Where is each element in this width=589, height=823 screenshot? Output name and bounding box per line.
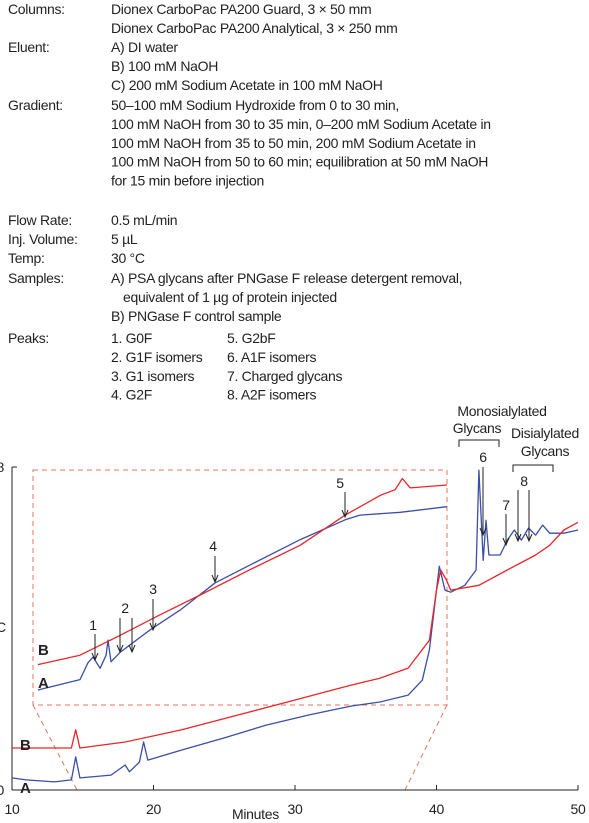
x-tick-label: 50 (571, 801, 586, 817)
peak-number: 4 (209, 538, 217, 554)
condition-value: for 15 min before injection (111, 173, 264, 189)
condition-value: B) PNGase F control sample (111, 308, 282, 324)
condition-value: 100 mM NaOH from 50 to 60 min; equilibra… (111, 154, 488, 170)
peak-number: 2 (121, 600, 129, 616)
x-tick-label: 10 (5, 801, 20, 817)
annotation: Glycans (521, 443, 570, 459)
arrow-head (149, 622, 157, 632)
x-axis-label: Minutes (232, 806, 279, 822)
peak-item: 3. G1 isomers (111, 368, 195, 384)
trace-label: A (38, 675, 49, 692)
annotation: Disialylated (511, 425, 579, 441)
y-axis-label: C (0, 619, 6, 635)
arrow-head (211, 574, 219, 584)
annotation: 8 (520, 473, 528, 489)
condition-value: B) 100 mM NaOH (111, 58, 218, 74)
x-tick-label: 20 (146, 801, 161, 817)
annotation: 7 (502, 497, 510, 513)
arrow-head (128, 644, 136, 654)
peak-number: 3 (149, 581, 157, 597)
condition-label: Columns: (8, 1, 65, 17)
condition-value: 100 mM NaOH from 35 to 50 min, 200 mM So… (111, 135, 476, 151)
arrow-head (514, 533, 522, 543)
annotation: 6 (479, 449, 487, 465)
condition-value: Dionex CarboPac PA200 Analytical, 3 × 25… (111, 20, 398, 36)
condition-value: C) 200 mM Sodium Acetate in 100 mM NaOH (111, 77, 383, 93)
x-tick-label: 30 (288, 801, 303, 817)
arrow-head (479, 527, 487, 537)
peaks-label: Peaks: (8, 330, 49, 346)
y-tick-label: 0 (0, 782, 5, 798)
peak-item: 7. Charged glycans (227, 368, 343, 384)
condition-value: 100 mM NaOH from 30 to 35 min, 0–200 mM … (111, 116, 491, 132)
trace-label: A (20, 780, 31, 797)
x-tick-label: 40 (429, 801, 444, 817)
y-tick-label: 8 (0, 459, 5, 475)
condition-value: A) DI water (111, 39, 178, 55)
condition-label: Samples: (8, 270, 64, 286)
condition-label: Gradient: (8, 97, 63, 113)
zoom-box (32, 469, 448, 706)
arrow-head (502, 537, 510, 547)
zoom-line (404, 704, 448, 791)
condition-label: Flow Rate: (8, 212, 72, 228)
trace-label: B (38, 642, 49, 659)
condition-value: 50–100 mM Sodium Hydroxide from 0 to 30 … (111, 97, 399, 113)
arrow-head (91, 652, 99, 662)
peak-number: 5 (336, 475, 344, 491)
arrow-head (116, 644, 124, 654)
peak-number: 1 (89, 617, 97, 633)
condition-value: Dionex CarboPac PA200 Guard, 3 × 50 mm (111, 1, 371, 17)
condition-label: Inj. Volume: (8, 231, 78, 247)
peak-item: 1. G0F (111, 330, 152, 346)
arrow-head (525, 533, 533, 543)
bracket (458, 439, 500, 447)
condition-value: equivalent of 1 µg of protein injected (123, 289, 337, 305)
peak-item: 8. A2F isomers (227, 387, 316, 403)
peak-item: 5. G2bF (227, 330, 275, 346)
peak-item: 2. G1F isomers (111, 349, 203, 365)
trace (12, 521, 579, 749)
arrow-head (341, 509, 349, 519)
bracket (512, 464, 554, 472)
trace-label: B (20, 737, 31, 754)
condition-value: 5 µL (111, 231, 138, 247)
condition-value: 0.5 mL/min (111, 212, 177, 228)
condition-label: Eluent: (8, 39, 50, 55)
condition-value: 30 °C (111, 250, 145, 266)
trace (37, 506, 448, 691)
condition-value: A) PSA glycans after PNGase F release de… (111, 270, 462, 286)
trace (37, 477, 448, 666)
annotation: Monosialylated (457, 403, 546, 419)
peak-item: 6. A1F isomers (227, 349, 316, 365)
peak-item: 4. G2F (111, 387, 152, 403)
annotation: Glycans (453, 420, 502, 436)
condition-label: Temp: (8, 250, 45, 266)
trace (11, 469, 579, 783)
